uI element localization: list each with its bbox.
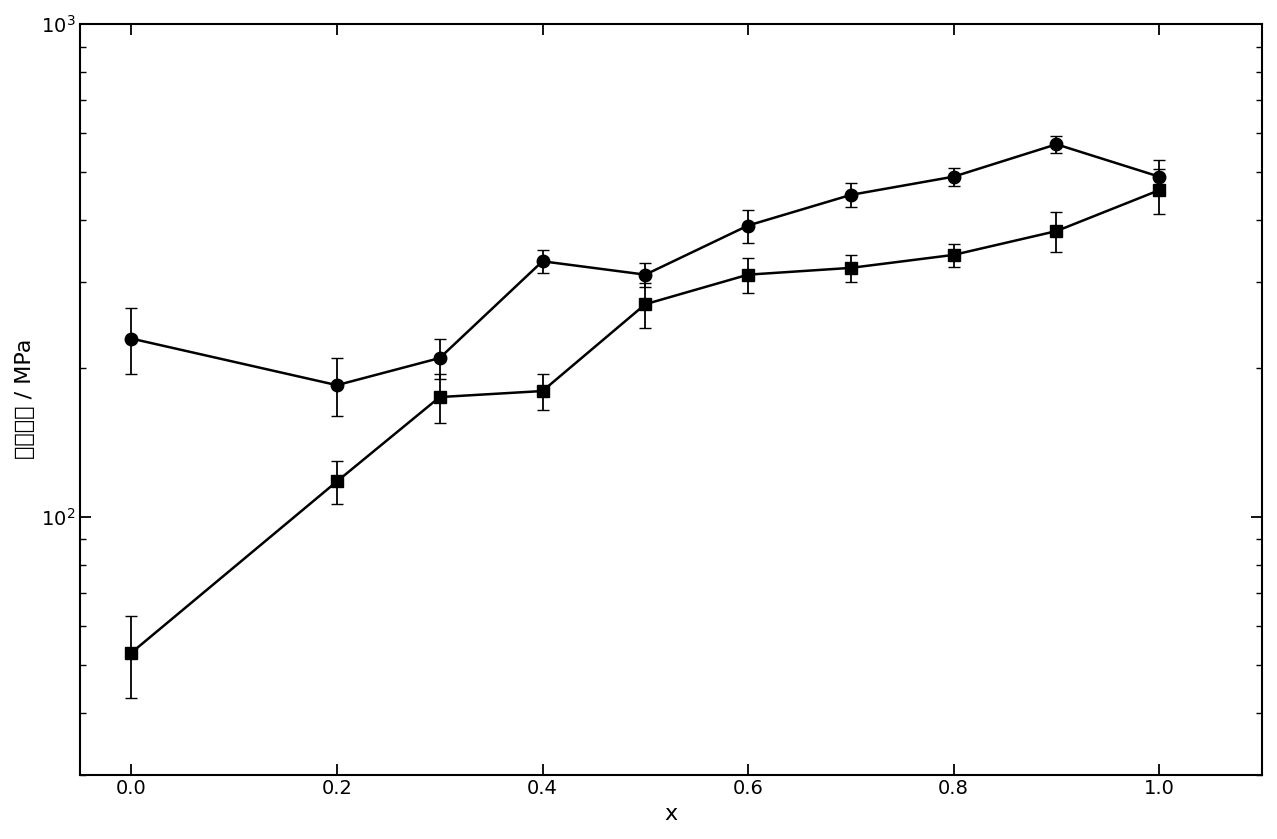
Y-axis label: 杨氏模量 / MPa: 杨氏模量 / MPa (15, 339, 34, 460)
X-axis label: x: x (664, 804, 678, 824)
